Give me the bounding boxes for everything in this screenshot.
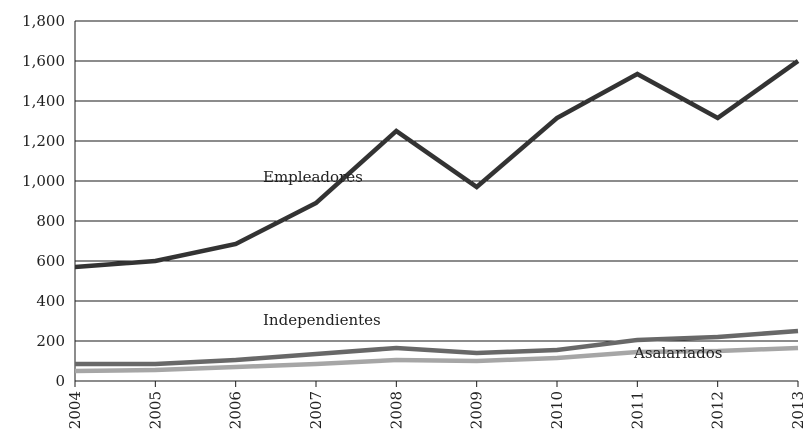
x-tick-label: 2012 [709,391,727,429]
y-tick-label: 1,600 [22,52,65,70]
series-line-independientes [75,328,799,367]
x-axis-ticks: 2004 2005 2006 2007 2008 2009 2010 2011 2012 2013 [66,381,807,429]
x-tick-label: 2009 [468,391,486,429]
y-tick-label: 200 [36,332,65,350]
y-tick-label: 1,200 [22,132,65,150]
y-tick-label: 1,400 [22,92,65,110]
series-label-asalariados: Asalariados [633,344,722,362]
x-tick-label: 2011 [628,391,646,429]
x-tick-label: 2004 [66,391,84,429]
x-tick-label: 2008 [387,391,405,429]
x-tick-label: 2005 [146,391,164,429]
y-axis-ticks: 0 200 400 600 800 1,000 1,200 1,400 1,600 1,800 [22,12,65,390]
series-label-empleadores: Empleadores [263,168,363,186]
x-tick-label: 2013 [789,391,807,429]
series-line-empleadores [74,59,800,270]
y-tick-label: 600 [36,252,65,270]
series-line-asalariados [74,345,799,374]
series-lines [74,59,800,374]
y-tick-label: 800 [36,212,65,230]
x-tick-label: 2006 [227,391,245,429]
series-label-independientes: Independientes [263,311,381,329]
y-tick-label: 1,800 [22,12,65,30]
y-tick-label: 1,000 [22,172,65,190]
gridlines [75,20,798,342]
x-tick-label: 2010 [548,391,566,429]
axes [74,21,798,382]
y-tick-label: 400 [36,292,65,310]
series-labels: Empleadores Independientes Asalariados [263,168,722,362]
x-tick-label: 2007 [307,391,325,429]
y-tick-label: 0 [55,372,65,390]
